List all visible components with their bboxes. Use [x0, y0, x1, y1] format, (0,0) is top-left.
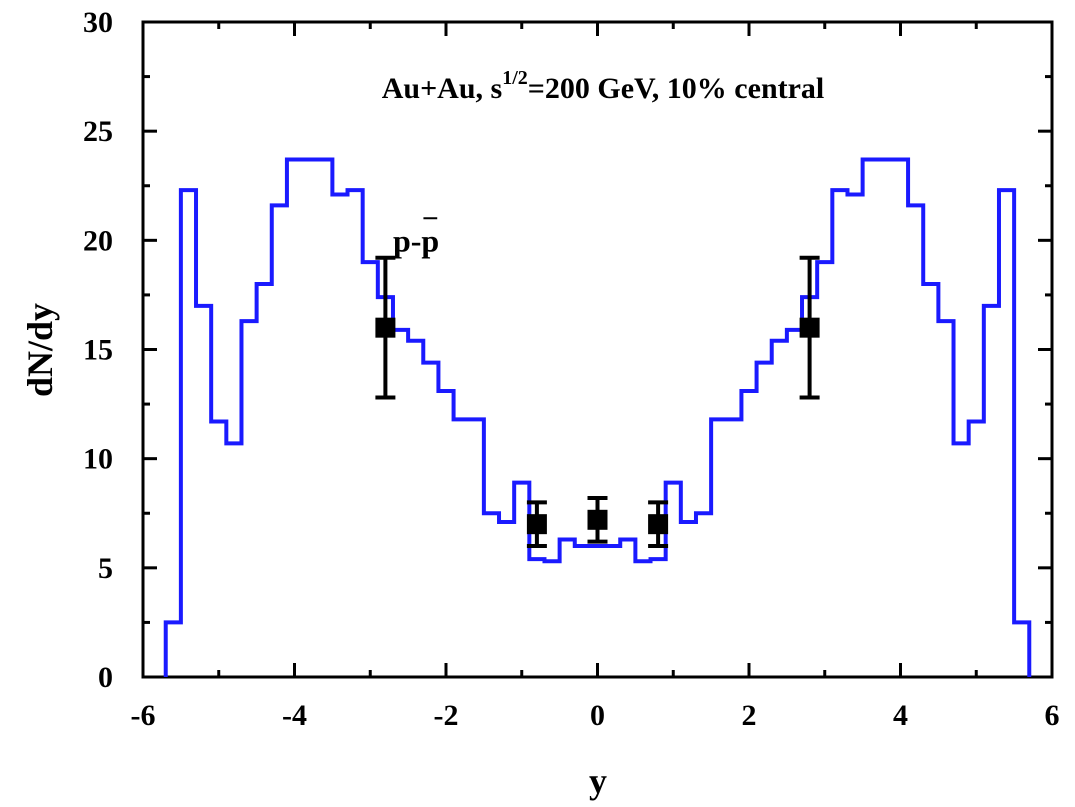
x-tick-label: 2	[742, 699, 757, 732]
series-label: p-p	[393, 222, 439, 258]
y-tick-label: 30	[83, 6, 113, 39]
data-marker	[375, 317, 396, 338]
data-marker	[587, 509, 608, 530]
y-axis-title: dN/dy	[20, 303, 60, 397]
x-tick-label: -2	[434, 699, 459, 732]
y-tick-label: 0	[98, 661, 113, 694]
y-tick-label: 10	[83, 443, 113, 476]
x-tick-label: 6	[1045, 699, 1060, 732]
model-histogram-line	[163, 157, 1032, 677]
plot-title-main: Au+Au, s	[382, 72, 502, 105]
data-point	[375, 255, 396, 400]
model-curve	[163, 157, 1032, 677]
y-tick-label: 20	[83, 224, 113, 257]
x-axis-title: y	[589, 761, 607, 801]
data-marker	[799, 317, 820, 338]
data-marker	[526, 514, 547, 535]
data-point	[799, 255, 820, 400]
data-point	[648, 500, 669, 548]
data-point	[526, 500, 547, 548]
x-tick-label: -4	[282, 699, 307, 732]
y-tick-label: 5	[98, 552, 113, 585]
labels: Au+Au, s1/2=200 GeV, 10% central y dN/dy…	[20, 67, 824, 801]
data-point	[587, 495, 608, 544]
data-marker	[648, 514, 669, 535]
plot-title: Au+Au, s1/2=200 GeV, 10% central	[382, 67, 825, 105]
x-tick-label: -6	[131, 699, 156, 732]
plot-area	[141, 20, 1054, 679]
x-tick-label: 4	[893, 699, 908, 732]
axis-ticks: -6 -4 -2 0 2 4 6 0 5 10 15 20 25 30	[83, 6, 1060, 732]
y-tick-label: 25	[83, 115, 113, 148]
plot-title-rest: =200 GeV, 10% central	[528, 72, 825, 105]
y-tick-label: 15	[83, 334, 113, 367]
plot-title-superscript: 1/2	[502, 67, 528, 89]
data-markers	[375, 255, 820, 548]
plot-frame	[141, 20, 1054, 679]
x-tick-label: 0	[590, 699, 605, 732]
